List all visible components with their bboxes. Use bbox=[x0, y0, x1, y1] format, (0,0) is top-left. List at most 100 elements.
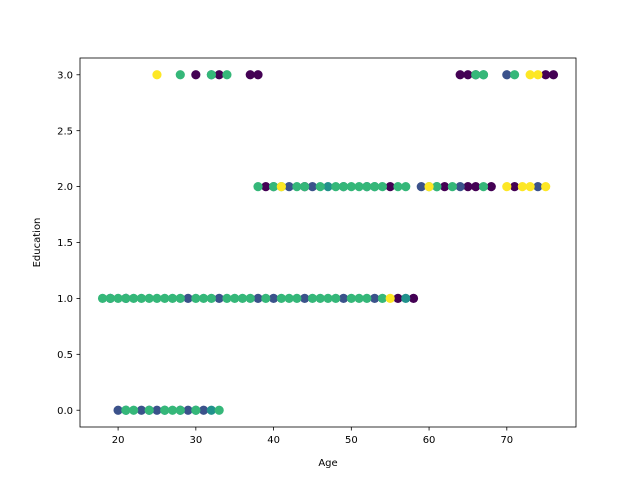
x-tick-label: 30 bbox=[189, 435, 202, 446]
data-point bbox=[385, 293, 395, 304]
data-point bbox=[206, 293, 216, 304]
data-point bbox=[175, 405, 185, 415]
points-layer bbox=[97, 70, 559, 415]
data-point bbox=[175, 293, 185, 304]
data-point bbox=[517, 181, 527, 192]
data-point bbox=[471, 181, 481, 192]
data-point bbox=[393, 181, 403, 192]
data-point bbox=[525, 70, 535, 80]
data-point bbox=[424, 181, 434, 192]
data-point bbox=[354, 293, 364, 304]
data-point bbox=[307, 293, 318, 304]
data-point bbox=[253, 70, 263, 80]
data-point bbox=[97, 293, 108, 304]
data-point bbox=[136, 405, 147, 415]
data-point bbox=[502, 181, 512, 192]
data-point bbox=[206, 70, 216, 80]
data-point bbox=[113, 405, 123, 415]
data-point bbox=[300, 293, 310, 304]
data-point bbox=[401, 293, 411, 304]
data-point bbox=[455, 70, 465, 80]
y-tick-label: 1.5 bbox=[57, 238, 73, 249]
data-point bbox=[432, 181, 442, 192]
data-point bbox=[292, 293, 302, 304]
data-point bbox=[315, 181, 325, 192]
data-point bbox=[478, 70, 489, 80]
data-point bbox=[245, 293, 255, 304]
y-tick-label: 2.0 bbox=[57, 182, 73, 193]
data-point bbox=[509, 70, 520, 80]
data-point bbox=[245, 70, 255, 80]
data-point bbox=[160, 405, 170, 415]
data-point bbox=[230, 293, 240, 304]
data-point bbox=[525, 181, 535, 192]
y-tick-label: 3.0 bbox=[57, 70, 73, 81]
data-point bbox=[214, 70, 224, 80]
data-point bbox=[261, 293, 271, 304]
data-point bbox=[191, 70, 201, 80]
data-point bbox=[370, 293, 380, 304]
data-point bbox=[486, 181, 496, 192]
data-point bbox=[152, 70, 162, 80]
data-point bbox=[129, 293, 139, 304]
y-tick-label: 0.5 bbox=[57, 350, 73, 361]
data-point bbox=[478, 181, 489, 192]
data-point bbox=[160, 293, 170, 304]
data-point bbox=[300, 181, 310, 192]
data-point bbox=[463, 181, 473, 192]
data-point bbox=[338, 293, 349, 304]
data-point bbox=[167, 293, 178, 304]
data-point bbox=[144, 293, 154, 304]
data-point bbox=[463, 70, 473, 80]
data-point bbox=[440, 181, 450, 192]
data-point bbox=[541, 70, 551, 80]
data-point bbox=[183, 405, 193, 415]
y-tick-label: 1.0 bbox=[57, 294, 73, 305]
data-point bbox=[105, 293, 115, 304]
data-point bbox=[121, 293, 131, 304]
data-point bbox=[284, 293, 294, 304]
data-point bbox=[354, 181, 364, 192]
x-tick-label: 20 bbox=[112, 435, 125, 446]
plot-area bbox=[80, 58, 576, 427]
data-point bbox=[408, 293, 419, 304]
data-point bbox=[152, 405, 162, 415]
data-point bbox=[268, 293, 279, 304]
data-point bbox=[548, 70, 559, 80]
y-tick-label: 2.5 bbox=[57, 126, 73, 137]
data-point bbox=[370, 181, 380, 192]
data-point bbox=[338, 181, 349, 192]
y-axis-title: Education bbox=[32, 218, 43, 268]
data-point bbox=[121, 405, 131, 415]
data-point bbox=[331, 293, 341, 304]
data-point bbox=[292, 181, 302, 192]
data-point bbox=[377, 181, 388, 192]
data-point bbox=[471, 70, 481, 80]
data-point bbox=[284, 181, 294, 192]
data-point bbox=[222, 70, 232, 80]
data-point bbox=[175, 70, 185, 80]
data-point bbox=[129, 405, 139, 415]
data-point bbox=[261, 181, 271, 192]
data-point bbox=[323, 181, 333, 192]
data-point bbox=[199, 405, 209, 415]
data-point bbox=[206, 405, 216, 415]
data-point bbox=[152, 293, 162, 304]
data-point bbox=[533, 70, 543, 80]
data-point bbox=[393, 293, 403, 304]
data-point bbox=[136, 293, 147, 304]
x-tick-label: 60 bbox=[423, 435, 436, 446]
data-point bbox=[214, 405, 224, 415]
data-point bbox=[222, 293, 232, 304]
data-point bbox=[113, 293, 123, 304]
data-point bbox=[276, 293, 286, 304]
data-point bbox=[253, 181, 263, 192]
data-point bbox=[509, 181, 520, 192]
data-point bbox=[268, 181, 279, 192]
data-point bbox=[385, 181, 395, 192]
data-point bbox=[401, 181, 411, 192]
x-axis-title: Age bbox=[318, 458, 337, 469]
data-point bbox=[362, 293, 372, 304]
data-point bbox=[533, 181, 543, 192]
